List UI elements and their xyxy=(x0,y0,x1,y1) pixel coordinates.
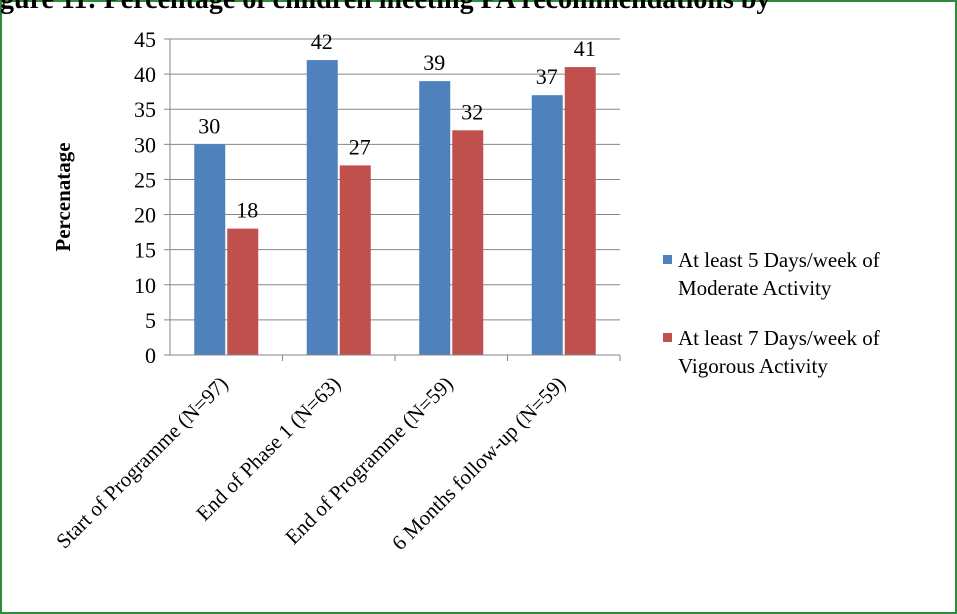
bar xyxy=(419,81,451,355)
bar xyxy=(531,95,563,355)
y-tick-label: 20 xyxy=(134,203,156,228)
bar xyxy=(452,130,484,355)
axes: 0 5 10 15 20 25 30 35 40 45 xyxy=(134,27,621,368)
y-axis-label: Percenatage xyxy=(51,142,75,251)
y-tick-label: 25 xyxy=(134,167,156,192)
data-labels: 30 18 42 27 39 32 37 41 xyxy=(198,29,596,223)
x-category-label: Start of Programme (N=97) xyxy=(51,372,233,554)
bars xyxy=(194,60,596,356)
y-tick-label: 0 xyxy=(145,343,156,368)
data-label: 41 xyxy=(574,36,596,61)
x-axis-categories: Start of Programme (N=97)End of Phase 1 … xyxy=(51,372,570,555)
chart-title: gure 11: Percentage of children meeting … xyxy=(0,0,770,16)
data-label: 39 xyxy=(423,50,445,75)
legend-swatch xyxy=(663,333,672,342)
data-label: 32 xyxy=(461,99,483,124)
bar xyxy=(227,228,259,355)
y-tick-label: 15 xyxy=(134,238,156,263)
bar xyxy=(339,165,371,355)
y-tick-label: 45 xyxy=(134,27,156,52)
y-tick-label: 30 xyxy=(134,132,156,157)
y-tick-label: 40 xyxy=(134,62,156,87)
legend-label: At least 7 Days/week of xyxy=(678,326,880,350)
legend: At least 5 Days/week of Moderate Activity… xyxy=(663,248,880,378)
bar xyxy=(564,67,596,355)
legend-swatch xyxy=(663,255,672,264)
legend-label: Moderate Activity xyxy=(678,276,832,300)
bar xyxy=(306,60,338,356)
bar xyxy=(194,144,226,355)
data-label: 27 xyxy=(349,134,371,159)
y-tick-label: 35 xyxy=(134,97,156,122)
y-tick-label: 10 xyxy=(134,273,156,298)
y-tick-label: 5 xyxy=(145,308,156,333)
legend-label: At least 5 Days/week of xyxy=(678,248,880,272)
data-label: 18 xyxy=(236,198,258,223)
data-label: 42 xyxy=(311,29,333,54)
legend-label: Vigorous Activity xyxy=(678,354,828,378)
data-label: 37 xyxy=(536,64,558,89)
data-label: 30 xyxy=(198,113,220,138)
